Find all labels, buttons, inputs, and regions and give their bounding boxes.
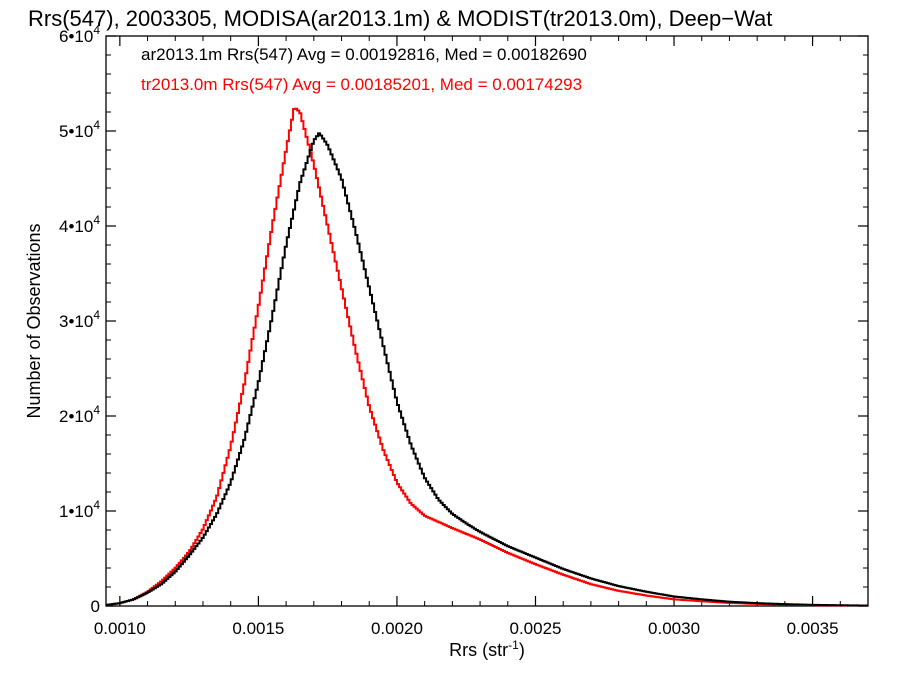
x-tick-label: 0.0020	[371, 619, 423, 638]
x-axis-label: Rrs (str-1)	[449, 638, 525, 660]
y-tick-base: 2•10	[59, 407, 93, 426]
series-line-0	[106, 132, 868, 607]
y-tick-base: 4•10	[59, 217, 93, 236]
axis-ticks: 0.0010 0.0015 0.0020 0.0025 0.0030 0.0035 0 1•1…	[59, 23, 868, 638]
y-tick-exponent: 4	[93, 498, 100, 512]
y-tick-exponent: 4	[93, 308, 100, 322]
x-axis-label-exponent: -1	[508, 638, 519, 652]
y-tick-base: 5•10	[59, 122, 93, 141]
y-tick-base: 1•10	[59, 502, 93, 521]
x-axis-label-text: Rrs (str	[449, 640, 508, 660]
legend: ar2013.1m Rrs(547) Avg = 0.00192816, Med…	[141, 45, 587, 94]
x-tick-label: 0.0010	[94, 619, 146, 638]
y-tick-label: 0	[91, 597, 100, 616]
legend-entry-1: tr2013.0m Rrs(547) Avg = 0.00185201, Med…	[141, 75, 582, 94]
x-tick-label: 0.0035	[787, 619, 839, 638]
y-tick-label: 3•104	[59, 308, 100, 331]
y-tick-base: 6•10	[59, 27, 93, 46]
y-tick-label: 4•104	[59, 213, 100, 236]
x-axis-label-close: )	[519, 640, 525, 660]
y-tick-exponent: 4	[93, 403, 100, 417]
y-tick-label: 6•104	[59, 23, 100, 46]
y-tick-exponent: 4	[93, 23, 100, 37]
y-tick-exponent: 4	[93, 118, 100, 132]
y-tick-label: 2•104	[59, 403, 100, 426]
legend-entry-0: ar2013.1m Rrs(547) Avg = 0.00192816, Med…	[141, 45, 587, 64]
chart-title: Rrs(547), 2003305, MODISA(ar2013.1m) & M…	[28, 6, 772, 31]
series-line-1	[106, 107, 868, 607]
y-axis-label: Number of Observations	[24, 223, 44, 418]
y-tick-exponent: 4	[93, 213, 100, 227]
x-tick-label: 0.0015	[232, 619, 284, 638]
y-tick-label: 5•104	[59, 118, 100, 141]
y-tick-base: 3•10	[59, 312, 93, 331]
y-tick-base: 0	[91, 597, 100, 616]
plot-area	[105, 35, 869, 607]
x-tick-label: 0.0030	[648, 619, 700, 638]
series-layer	[106, 107, 868, 607]
x-tick-label: 0.0025	[509, 619, 561, 638]
plot-frame	[105, 35, 869, 607]
y-tick-label: 1•104	[59, 498, 100, 521]
